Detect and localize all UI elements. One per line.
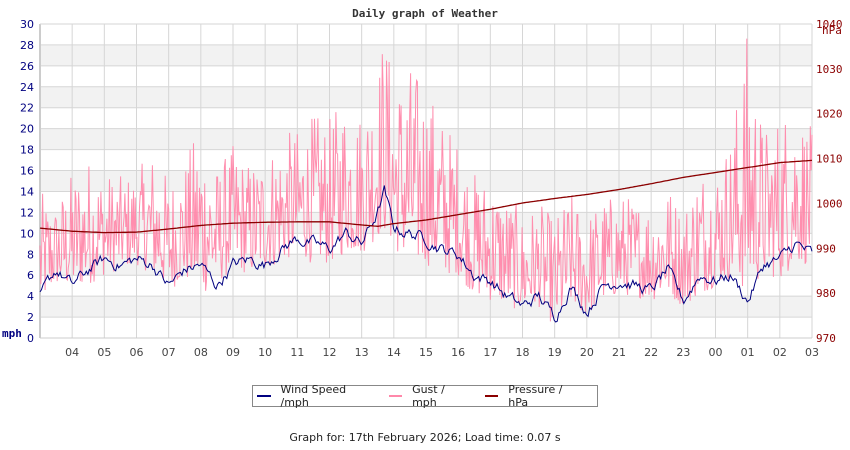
svg-text:28: 28 [20, 39, 34, 52]
svg-text:04: 04 [65, 346, 79, 359]
svg-text:06: 06 [130, 346, 144, 359]
svg-text:09: 09 [226, 346, 240, 359]
svg-text:20: 20 [20, 123, 34, 136]
svg-text:21: 21 [612, 346, 626, 359]
svg-text:970: 970 [816, 332, 836, 345]
legend-label-gust: Gust / mph [412, 383, 445, 409]
grid-lines [39, 23, 813, 339]
svg-text:17: 17 [483, 346, 497, 359]
svg-text:10: 10 [258, 346, 272, 359]
chart-legend: Wind Speed /mph Gust / mph Pressure / hP… [252, 383, 598, 409]
legend-item-pressure: Pressure / hPa [484, 383, 583, 409]
svg-text:10: 10 [20, 227, 34, 240]
svg-text:2: 2 [27, 311, 34, 324]
svg-text:15: 15 [419, 346, 433, 359]
svg-text:22: 22 [20, 102, 34, 115]
svg-text:8: 8 [27, 248, 34, 261]
legend-item-wind-speed: Wind Speed /mph [257, 383, 375, 409]
svg-text:26: 26 [20, 60, 34, 73]
svg-text:1030: 1030 [816, 63, 843, 76]
svg-text:24: 24 [20, 81, 34, 94]
svg-text:990: 990 [816, 242, 836, 255]
svg-text:05: 05 [97, 346, 111, 359]
legend-label-pressure: Pressure / hPa [508, 383, 563, 409]
svg-text:22: 22 [644, 346, 658, 359]
y-axis-right-ticks: 970 980 990 1000 1010 1020 1030 1040 [816, 18, 843, 345]
svg-text:03: 03 [805, 346, 819, 359]
wind-speed-swatch-icon [257, 395, 271, 397]
svg-text:16: 16 [20, 165, 34, 178]
svg-text:12: 12 [20, 206, 34, 219]
graph-footer: Graph for: 17th February 2026; Load time… [289, 431, 561, 444]
svg-text:30: 30 [20, 18, 34, 31]
legend-item-gust: Gust / mph [388, 383, 471, 409]
svg-text:01: 01 [741, 346, 755, 359]
svg-text:12: 12 [323, 346, 337, 359]
chart-title: Daily graph of Weather [352, 7, 498, 20]
svg-text:02: 02 [773, 346, 787, 359]
svg-text:08: 08 [194, 346, 208, 359]
svg-text:18: 18 [516, 346, 530, 359]
svg-text:23: 23 [676, 346, 690, 359]
x-axis-ticks: 04 05 06 07 08 09 10 11 12 13 14 15 16 17 18 19 20 21 22 23… [65, 346, 819, 359]
pressure-swatch-icon [484, 395, 499, 397]
svg-text:14: 14 [20, 185, 34, 198]
svg-text:11: 11 [290, 346, 304, 359]
svg-text:00: 00 [709, 346, 723, 359]
svg-text:1010: 1010 [816, 153, 843, 166]
svg-text:1020: 1020 [816, 108, 843, 121]
svg-text:13: 13 [355, 346, 369, 359]
data-series [39, 38, 813, 323]
svg-text:980: 980 [816, 287, 836, 300]
svg-text:1000: 1000 [816, 197, 843, 210]
svg-text:1040: 1040 [816, 18, 843, 31]
svg-text:07: 07 [162, 346, 176, 359]
legend-label-wind-speed: Wind Speed /mph [280, 383, 347, 409]
svg-text:19: 19 [548, 346, 562, 359]
svg-text:6: 6 [27, 269, 34, 282]
svg-text:4: 4 [27, 290, 34, 303]
gust-swatch-icon [388, 395, 403, 397]
y-axis-left-unit: mph [2, 327, 22, 340]
svg-text:20: 20 [580, 346, 594, 359]
svg-text:14: 14 [387, 346, 401, 359]
svg-text:0: 0 [27, 332, 34, 345]
y-axis-right-unit: hPa [822, 24, 842, 37]
weather-chart: Daily graph of Weather 02468101214161820… [2, 7, 843, 359]
svg-text:16: 16 [451, 346, 465, 359]
svg-text:18: 18 [20, 144, 34, 157]
